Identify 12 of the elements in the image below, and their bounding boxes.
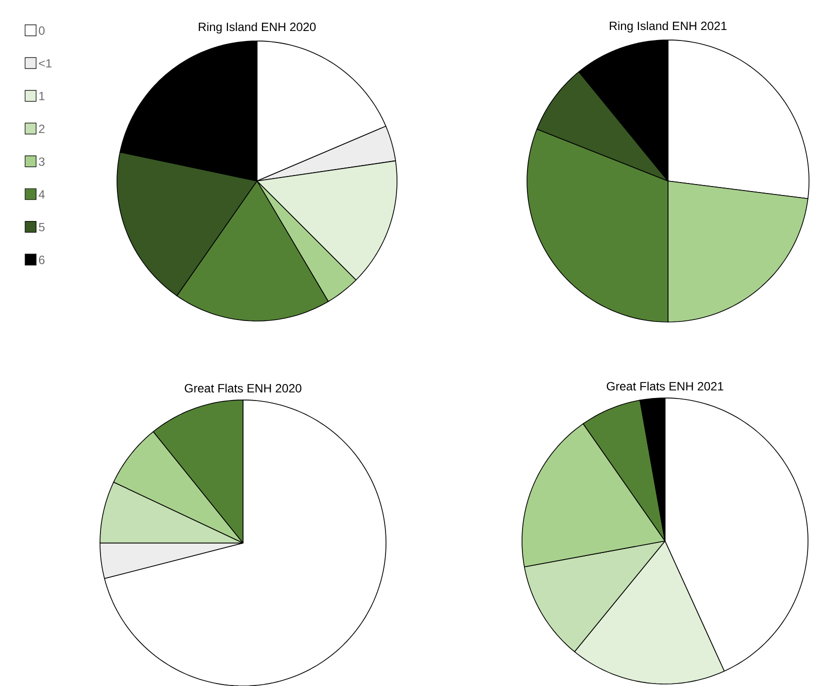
chart-title: Ring Island ENH 2021 [610, 21, 727, 32]
legend-label: 5 [38, 222, 45, 232]
chart-title: Ring Island ENH 2020 [198, 22, 316, 34]
legend-label: 1 [39, 92, 44, 100]
chart-title: Great Flats ENH 2020 [184, 384, 302, 392]
legend-label: <1 [38, 59, 52, 68]
legend-label: 4 [38, 190, 45, 198]
legend-label: 3 [38, 157, 45, 166]
legend-label: 2 [38, 124, 44, 133]
legend-label: 6 [39, 256, 45, 264]
chart-title: Great Flats ENH 2021 [606, 382, 724, 390]
legend-label: 0 [38, 26, 45, 35]
